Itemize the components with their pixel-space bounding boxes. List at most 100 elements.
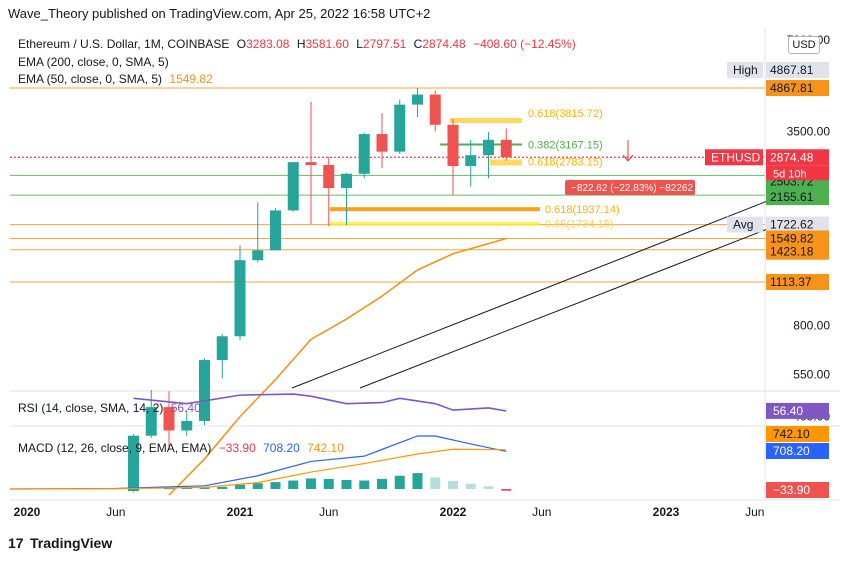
ema50-label: EMA (50, close, 0, SMA, 5) xyxy=(18,72,163,86)
price-tick-label: 800.00 xyxy=(793,318,830,332)
time-tick-label: 2021 xyxy=(227,505,254,519)
candle-body xyxy=(252,250,264,261)
low-value: 2797.51 xyxy=(362,37,407,51)
currency-button[interactable]: USD xyxy=(788,36,820,54)
candle-body xyxy=(234,260,246,337)
candle-body xyxy=(181,420,193,431)
candle-body xyxy=(270,210,281,251)
candle-body xyxy=(145,407,157,436)
macd-hist-bar xyxy=(483,486,494,489)
level-tag: ETHUSD xyxy=(711,150,761,164)
rsi-value: 56.40 xyxy=(170,401,201,415)
level-tag: High xyxy=(733,63,758,77)
open-label: O xyxy=(236,37,247,51)
candle-body xyxy=(287,162,299,211)
fib-label: 0.618(1937.14) xyxy=(545,204,620,216)
candle-body xyxy=(447,124,459,166)
macd-hist-bar xyxy=(377,478,387,489)
macd-value-bg xyxy=(766,443,829,459)
macd-hist-bar xyxy=(288,480,299,489)
macd-hist-bar xyxy=(359,480,370,489)
rsi-axis-value: 56.40 xyxy=(773,404,803,418)
time-tick-label: Jun xyxy=(106,505,125,519)
level-tag-bg xyxy=(727,216,763,233)
fib-zone xyxy=(490,159,522,166)
fib-zone xyxy=(330,221,540,226)
price-label: 4867.81 xyxy=(770,63,814,77)
macd-line-value: 708.20 xyxy=(263,441,300,455)
macd-axis-value: 742.10 xyxy=(773,427,810,441)
candle-body xyxy=(394,104,406,152)
arrow-down-icon xyxy=(622,140,634,162)
rsi-line xyxy=(133,393,507,412)
macd-hist-bar xyxy=(306,478,316,489)
trend-line xyxy=(291,199,771,389)
price-label-bg xyxy=(766,189,829,206)
main-legend: Ethereum / U.S. Dollar, 1M, COINBASE O32… xyxy=(18,37,576,51)
ema200-legend[interactable]: EMA (200, close, 0, SMA, 5) xyxy=(18,55,169,69)
low-label: L xyxy=(356,37,363,51)
logo-text: TradingView xyxy=(30,535,113,551)
price-tick-label: 3500.00 xyxy=(787,124,831,138)
time-tick-label: 2023 xyxy=(653,505,680,519)
price-label: 1423.18 xyxy=(770,245,814,259)
macd-hist-bar xyxy=(341,479,352,489)
high-value: 3581.60 xyxy=(305,37,349,51)
candle-body xyxy=(305,162,317,166)
macd-hist-bar xyxy=(270,482,281,489)
time-tick-label: Jun xyxy=(319,505,338,519)
measure-label: −822.62 (−22.83%) −82262 xyxy=(571,183,693,194)
macd-line xyxy=(9,435,507,490)
fib-zone xyxy=(450,118,522,124)
macd-hist-bar xyxy=(235,484,245,489)
macd-hist-bar xyxy=(181,487,192,489)
macd-label: MACD (12, 26, close, 9, EMA, EMA) xyxy=(18,441,212,455)
macd-legend[interactable]: MACD (12, 26, close, 9, EMA, EMA) −33.90… xyxy=(18,441,344,455)
price-label: 1722.62 xyxy=(770,218,814,232)
price-label: 1549.82 xyxy=(770,232,814,246)
candle-body xyxy=(358,134,370,174)
time-tick-label: Jun xyxy=(532,505,551,519)
ema50-line xyxy=(168,237,507,496)
countdown-label: 5d 10h xyxy=(773,168,807,180)
ema50-legend[interactable]: EMA (50, close, 0, SMA, 5) 1549.82 xyxy=(18,72,213,86)
ema50-value: 1549.82 xyxy=(169,72,213,86)
fib-label: 0.65(1734.15) xyxy=(545,219,614,231)
candle-body xyxy=(341,173,352,189)
time-tick-label: Jun xyxy=(745,505,764,519)
symbol-name[interactable]: Ethereum / U.S. Dollar, 1M, COINBASE xyxy=(18,37,230,51)
macd-hist-bar xyxy=(164,488,174,490)
macd-hist-bar xyxy=(412,473,423,489)
price-label-bg xyxy=(766,62,829,78)
signal-line xyxy=(9,448,507,490)
candle-body xyxy=(483,139,494,156)
fib-label: 0.618(2783.15) xyxy=(528,157,603,169)
price-label: 1113.37 xyxy=(770,275,812,289)
measure-box xyxy=(565,180,695,195)
candle-body xyxy=(465,155,477,166)
macd-value-bg xyxy=(766,482,829,498)
publish-header: Wave_Theory published on TradingView.com… xyxy=(0,0,850,28)
macd-hist-value: −33.90 xyxy=(218,441,256,455)
fib-label: 0.382(3167.15) xyxy=(528,140,603,152)
level-tag: Avg xyxy=(733,218,753,232)
price-label: 2874.48 xyxy=(770,150,814,164)
macd-axis-value: −33.90 xyxy=(773,483,810,497)
price-label-bg xyxy=(766,243,829,260)
fib-zone xyxy=(330,207,540,212)
change-value: −408.60 (−12.45%) xyxy=(473,37,576,51)
macd-hist-bar xyxy=(394,475,405,489)
macd-hist-bar xyxy=(199,487,210,489)
macd-signal-value: 742.10 xyxy=(307,441,344,455)
price-label-bg xyxy=(766,274,829,290)
rsi-value-bg xyxy=(766,402,829,419)
macd-hist-bar xyxy=(430,477,441,489)
macd-hist-bar xyxy=(465,483,476,489)
rsi-legend[interactable]: RSI (14, close, SMA, 14, 2) 56.40 xyxy=(18,401,201,415)
countdown-bg xyxy=(766,165,829,181)
macd-hist-bar xyxy=(252,483,263,489)
open-value: 3283.08 xyxy=(246,37,290,51)
tradingview-logo[interactable]: 17 TradingView xyxy=(8,535,112,551)
trend-line xyxy=(359,227,771,389)
